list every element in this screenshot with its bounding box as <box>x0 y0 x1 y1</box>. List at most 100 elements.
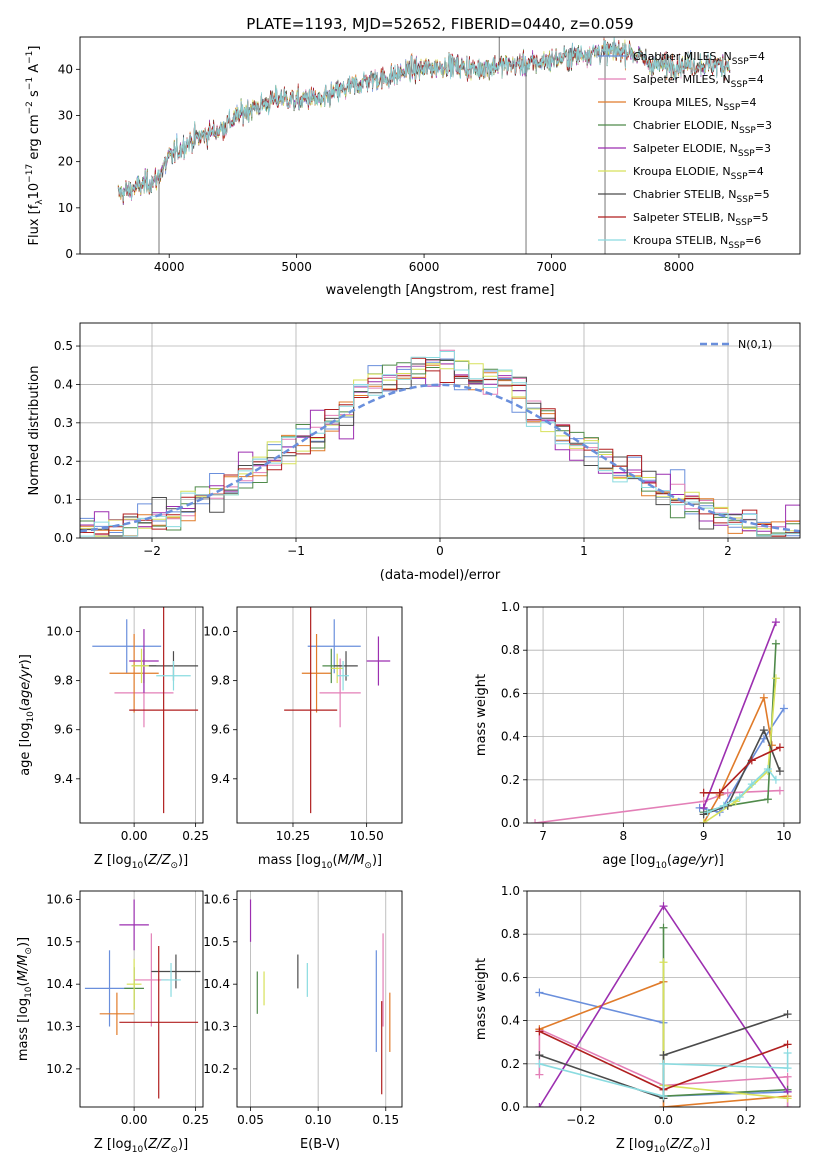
x-tick-label: 0 <box>436 544 444 558</box>
weight-marker-kroupa-stelib <box>703 808 712 817</box>
y-axis-label: age [log10(age/yr)] <box>18 654 36 776</box>
y-tick-label: 20 <box>58 155 73 169</box>
y-tick-label: 0 <box>65 247 73 261</box>
y-tick-label: 10.6 <box>203 892 230 906</box>
weight-marker-salpeter-stelib <box>699 788 708 797</box>
legend-label-salpeter-elodie: Salpeter ELODIE, NSSP=3 <box>633 142 771 159</box>
y-tick-label: 10.0 <box>203 625 230 639</box>
legend-label-kroupa-stelib: Kroupa STELIB, NSSP=6 <box>633 234 761 251</box>
weight-marker-kroupa-stelib <box>783 1049 792 1057</box>
weight-marker-salpeter-stelib <box>775 743 784 752</box>
legend-label-chabrier-stelib: Chabrier STELIB, NSSP=5 <box>633 188 770 205</box>
x-tick-label: 5000 <box>281 260 312 274</box>
y-tick-label: 0.2 <box>501 1057 520 1071</box>
y-tick-label: 1.0 <box>501 884 520 898</box>
x-tick-label: 9 <box>700 829 708 843</box>
y-tick-label: 10.6 <box>46 892 73 906</box>
x-axis-label: mass [log10(M/M⊙)] <box>258 853 382 871</box>
x-tick-label: 6000 <box>409 260 440 274</box>
x-tick-label: 0.0 <box>654 1113 673 1127</box>
plot-area <box>92 607 199 814</box>
plot-area <box>535 902 792 1107</box>
age-vs-metallicity-panel: 0.00 0.25 9.4 9.6 9.8 10.0 Z [log10(Z/Z⊙)] age … <box>18 606 209 871</box>
y-tick-label: 0.2 <box>501 773 520 787</box>
weight-marker-chabrier-miles <box>535 988 544 997</box>
y-axis-label: mass weight <box>474 674 489 756</box>
weight-marker-chabrier-elodie <box>771 639 780 648</box>
x-tick-label: −1 <box>287 544 305 558</box>
x-tick-label: 0.10 <box>305 1113 332 1127</box>
weight-marker-kroupa-elodie <box>659 958 668 967</box>
y-tick-label: 10.3 <box>203 1020 230 1034</box>
x-tick-label: 0.25 <box>182 829 209 843</box>
residual-histogram-panel: −2 −1 0 1 2 0.0 0.1 0.2 0.3 0.4 0.5 N(0,1) (data-mod… <box>27 322 801 583</box>
weight-marker-salpeter-stelib <box>715 788 724 797</box>
plot-area <box>117 37 731 254</box>
weight-marker-chabrier-stelib <box>775 767 784 776</box>
y-tick-label: 1.0 <box>501 600 520 614</box>
x-tick-label: 1 <box>580 544 588 558</box>
x-tick-label: 4000 <box>154 260 185 274</box>
y-tick-label: 9.6 <box>211 723 230 737</box>
legend-label-kroupa-elodie: Kroupa ELODIE, NSSP=4 <box>633 165 764 182</box>
y-tick-label: 10.5 <box>46 935 73 949</box>
mass-vs-metallicity-panel: 0.00 0.25 10.2 10.3 10.4 10.5 10.6 Z [log10(Z/Z… <box>16 890 209 1155</box>
weight-line-chabrier-elodie <box>662 927 788 1098</box>
axes-frame <box>236 890 403 1108</box>
legend-label-normal: N(0,1) <box>738 338 772 351</box>
weight-line-salpeter-stelib <box>703 746 781 794</box>
plot-area <box>84 899 201 1099</box>
x-tick-label: 7000 <box>536 260 567 274</box>
y-tick-label: 9.4 <box>211 772 230 786</box>
weight-line-chabrier-elodie <box>703 643 777 813</box>
legend-label-kroupa-miles: Kroupa MILES, NSSP=4 <box>633 96 757 113</box>
weight-marker-kroupa-stelib <box>659 1059 668 1068</box>
x-axis-label: wavelength [Angstrom, rest frame] <box>326 283 555 298</box>
y-tick-label: 0.8 <box>501 927 520 941</box>
y-tick-label: 10.4 <box>46 977 73 991</box>
grid-lines <box>292 607 368 823</box>
y-tick-label: 0.1 <box>54 493 73 507</box>
x-tick-label: 0.2 <box>737 1113 756 1127</box>
weight-marker-salpeter-miles <box>723 788 732 797</box>
legend-label-salpeter-stelib: Salpeter STELIB, NSSP=5 <box>633 211 769 228</box>
weight-line-kroupa-stelib <box>707 767 777 813</box>
mass-weight-vs-metallicity-panel: −0.2 0.0 0.2 0.0 0.2 0.4 0.6 0.8 1.0 mass weight Z… <box>474 884 801 1155</box>
histogram-step-kroupa-stelib <box>80 351 800 537</box>
y-tick-label: 0.0 <box>54 531 73 545</box>
weight-marker-kroupa-stelib <box>747 780 756 789</box>
x-tick-label: 2 <box>724 544 732 558</box>
y-tick-label: 40 <box>58 62 73 76</box>
x-axis-label: (data-model)/error <box>380 568 501 583</box>
weight-marker-salpeter-stelib <box>535 1027 544 1036</box>
weight-marker-kroupa-stelib <box>535 1059 544 1068</box>
axes-frame <box>526 890 801 1108</box>
normal-reference-curve <box>80 383 800 533</box>
axes-frame <box>79 36 801 255</box>
weight-marker-chabrier-stelib <box>535 1051 544 1060</box>
weight-line-kroupa-miles <box>702 694 773 823</box>
y-tick-label: 10.4 <box>203 977 230 991</box>
mass-vs-ebv-panel: 0.05 0.10 0.15 10.2 10.3 10.4 10.5 10.6 E(B-V) <box>203 890 403 1152</box>
x-tick-label: 8000 <box>664 260 695 274</box>
weight-marker-kroupa-elodie <box>783 1094 792 1103</box>
y-tick-label: 0.4 <box>501 730 520 744</box>
x-axis-label: Z [log10(Z/Z⊙)] <box>616 1137 710 1155</box>
weight-line-salpeter-elodie <box>702 621 777 809</box>
x-tick-label: 0.00 <box>121 829 148 843</box>
y-tick-label: 9.4 <box>54 772 73 786</box>
age-vs-mass-panel: 10.25 10.50 9.4 9.6 9.8 10.0 mass [log10(M/M⊙)… <box>203 606 403 871</box>
plot-area <box>80 349 800 537</box>
y-tick-label: 0.4 <box>501 1014 520 1028</box>
grid-lines <box>133 891 197 1107</box>
weight-marker-salpeter-elodie <box>535 1103 544 1107</box>
weight-marker-salpeter-stelib <box>747 756 756 765</box>
figure-title: PLATE=1193, MJD=52652, FIBERID=0440, z=0… <box>246 15 633 33</box>
weight-marker-chabrier-stelib <box>783 1010 792 1019</box>
y-tick-label: 0.3 <box>54 416 73 430</box>
weight-marker-chabrier-stelib <box>699 810 708 819</box>
x-tick-label: −2 <box>143 544 161 558</box>
weight-marker-salpeter-stelib <box>783 1040 792 1049</box>
weight-marker-salpeter-elodie <box>771 618 780 627</box>
